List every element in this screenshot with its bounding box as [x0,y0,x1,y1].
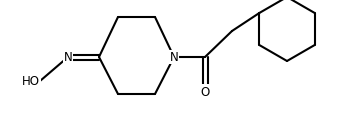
Text: N: N [169,51,178,64]
Text: HO: HO [22,75,40,88]
Text: O: O [201,85,210,98]
Text: N: N [64,51,72,64]
